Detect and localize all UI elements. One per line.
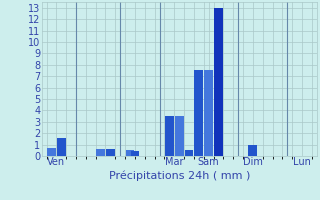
Bar xyxy=(96,149,105,156)
Bar xyxy=(204,70,213,156)
Bar xyxy=(57,138,66,156)
Bar xyxy=(249,145,257,156)
Bar xyxy=(185,150,194,156)
Bar xyxy=(175,116,184,156)
Bar xyxy=(126,150,134,156)
Bar xyxy=(47,148,56,156)
Bar xyxy=(165,116,174,156)
Bar xyxy=(131,151,140,156)
Bar xyxy=(106,149,115,156)
Bar xyxy=(195,70,203,156)
X-axis label: Précipitations 24h ( mm ): Précipitations 24h ( mm ) xyxy=(108,170,250,181)
Bar xyxy=(214,8,223,156)
